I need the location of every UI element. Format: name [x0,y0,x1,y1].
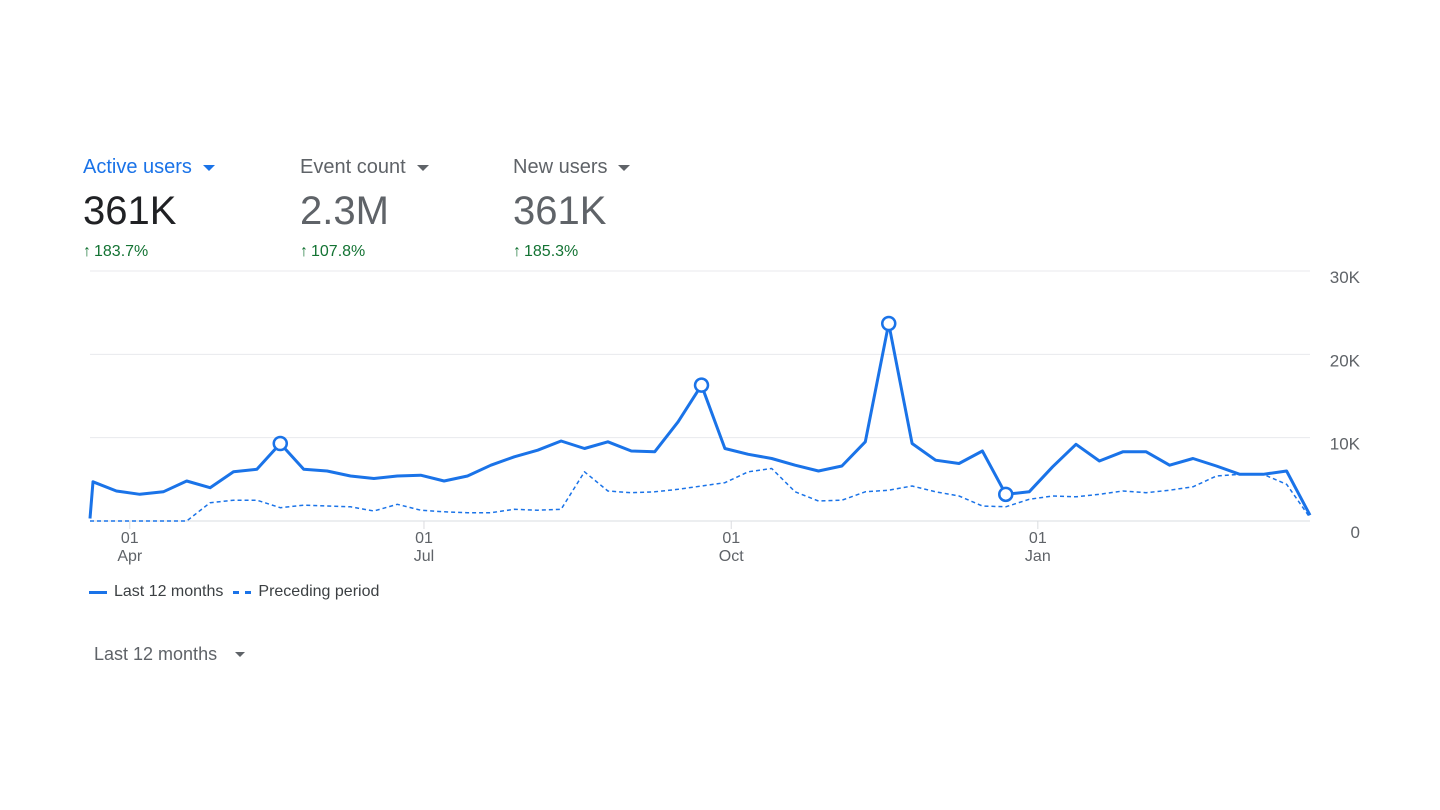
metric-selector[interactable]: New users [513,153,631,181]
dashed-line-swatch [233,590,252,594]
chart-legend: Last 12 months Preceding period [89,583,389,601]
legend-label: Preceding period [258,583,380,600]
legend-label: Last 12 months [114,583,224,600]
x-tick-day: 01 [722,530,740,547]
x-tick-day: 01 [121,530,139,547]
solid-line-swatch [89,590,107,594]
y-tick-label: 30K [1330,268,1361,287]
metric-change: 183.7% [94,243,149,260]
x-tick-month: Apr [117,548,143,565]
legend-item-previous: Preceding period [233,583,379,601]
x-tick-day: 01 [415,530,433,547]
metric-selector[interactable]: Event count [300,153,429,181]
series-line-preceding-period [90,467,1311,522]
caret-down-icon [416,165,429,171]
x-tick-month: Oct [719,548,744,565]
date-range-dropdown[interactable]: Last 12 months [94,644,246,665]
metric-change: 107.8% [311,243,366,260]
anomaly-marker [998,486,1014,503]
caret-down-icon [202,165,215,171]
anomaly-marker [693,377,710,393]
metric-selector[interactable]: Active users [83,153,215,181]
metric-active-users[interactable]: Active users 361K ↑ 183.7% [83,153,215,261]
caret-down-icon [618,165,631,171]
metric-label: Event count [300,155,406,178]
series-line-last-12-months [88,322,1312,519]
y-tick-label: 0 [1351,523,1360,542]
x-tick-day: 01 [1029,530,1047,547]
anomaly-marker [880,315,897,332]
caret-down-icon [235,652,246,657]
arrow-up-icon: ↑ [83,243,91,260]
metric-label: New users [513,155,608,178]
metric-label: Active users [83,155,192,178]
legend-item-current: Last 12 months [89,583,223,601]
metric-event-count[interactable]: Event count 2.3M ↑ 107.8% [300,153,429,261]
x-tick-month: Jan [1025,548,1051,565]
date-range-label: Last 12 months [94,644,218,664]
y-tick-label: 20K [1330,351,1361,370]
metric-change: 185.3% [524,243,579,260]
metric-new-users[interactable]: New users 361K ↑ 185.3% [513,153,631,261]
anomaly-marker [272,435,289,452]
metric-value: 2.3M [300,189,389,233]
metric-value: 361K [513,189,607,233]
x-tick-month: Jul [414,548,434,565]
arrow-up-icon: ↑ [513,243,521,260]
metric-value: 361K [83,189,177,233]
arrow-up-icon: ↑ [300,243,308,260]
y-tick-label: 10K [1330,435,1361,454]
